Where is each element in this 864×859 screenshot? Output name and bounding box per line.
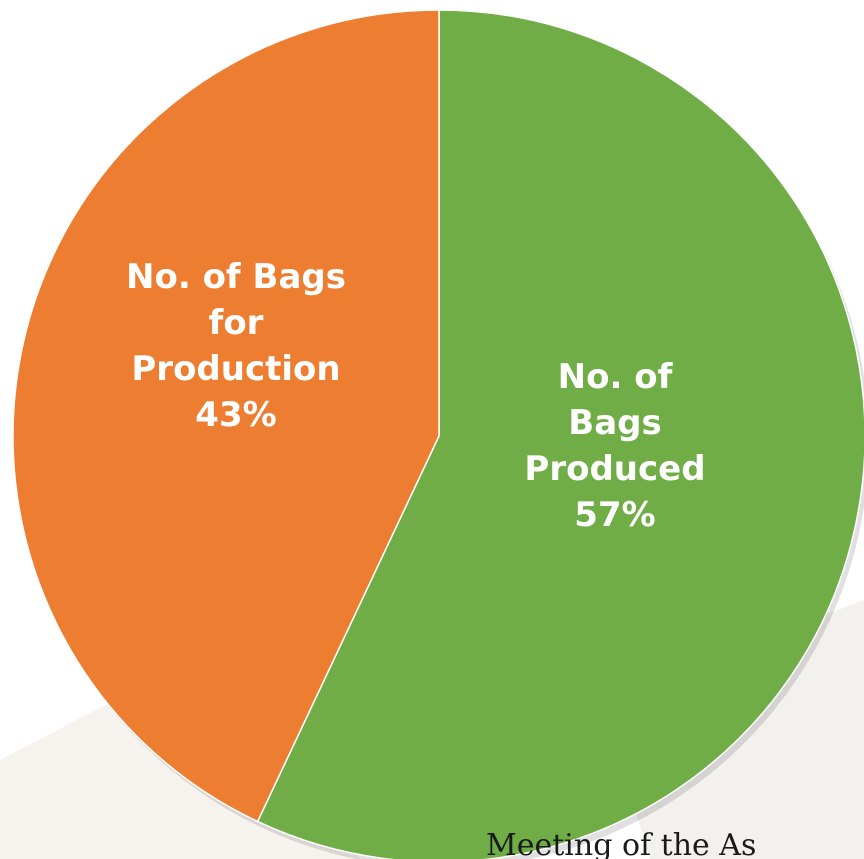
data-label-bags-produced: No. of Bags Produced 57% bbox=[490, 354, 740, 538]
data-label-line: 57% bbox=[574, 495, 656, 535]
data-label-line: No. of Bags bbox=[126, 257, 346, 297]
data-label-line: 43% bbox=[195, 395, 277, 435]
data-label-line: Bags bbox=[568, 403, 662, 443]
pie-slice-0 bbox=[256, 9, 864, 859]
footer-text: Meeting of the As bbox=[486, 828, 757, 859]
pie-slice-1 bbox=[12, 9, 440, 823]
data-label-bags-for-production: No. of Bags for Production 43% bbox=[96, 254, 376, 438]
data-label-line: for bbox=[208, 303, 264, 343]
data-label-line: No. of bbox=[557, 357, 673, 397]
data-label-line: Production bbox=[131, 349, 341, 389]
data-label-line: Produced bbox=[524, 449, 706, 489]
